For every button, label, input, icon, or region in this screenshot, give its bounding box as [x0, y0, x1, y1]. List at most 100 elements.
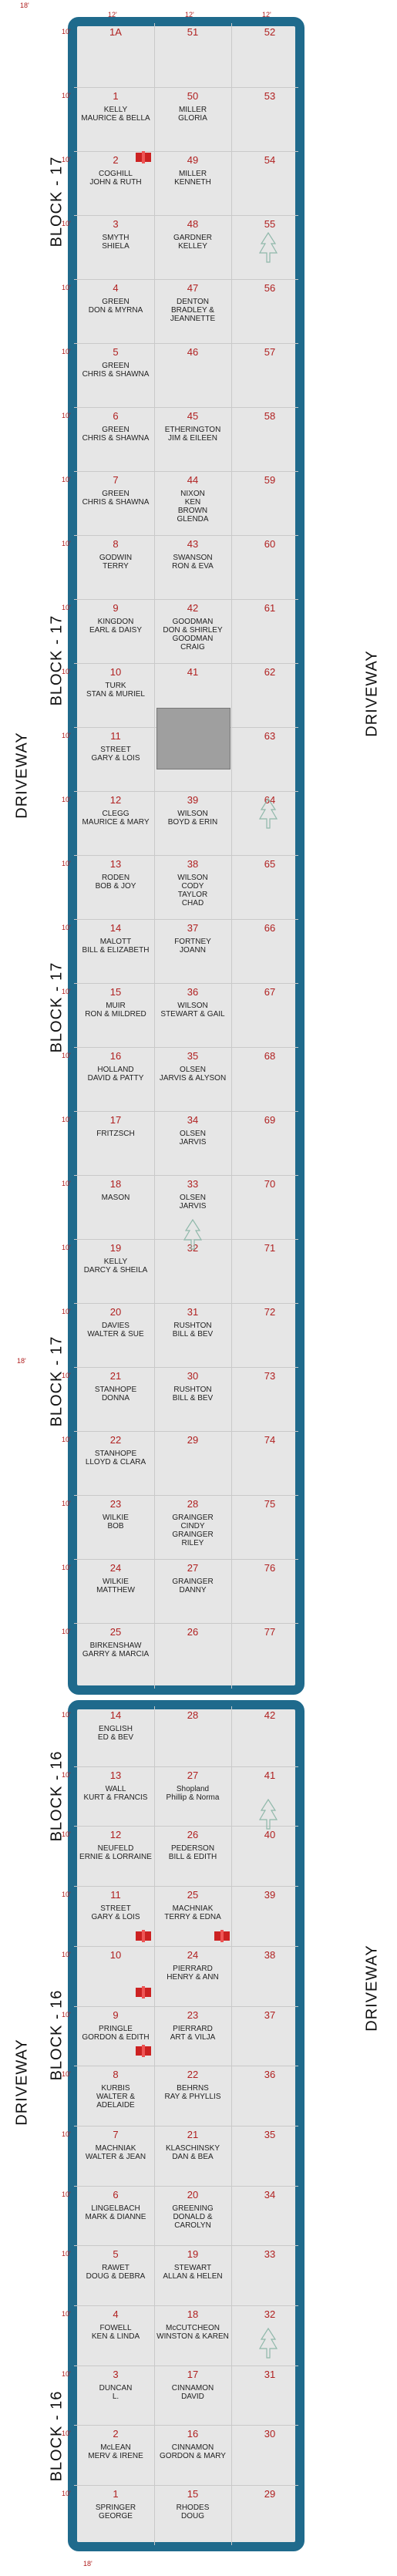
plot-number[interactable]: 1: [113, 90, 119, 102]
plot-number[interactable]: 4: [113, 282, 119, 294]
plot-number[interactable]: 70: [264, 1178, 276, 1190]
plot-number[interactable]: 30: [264, 2428, 276, 2440]
plot-number[interactable]: 57: [264, 346, 276, 358]
plot-number[interactable]: 46: [187, 346, 199, 358]
plot-number[interactable]: 38: [187, 858, 199, 870]
plot-number[interactable]: 24: [187, 1948, 199, 1961]
plot-number[interactable]: 6: [113, 410, 119, 422]
plot-number[interactable]: 39: [264, 1889, 276, 1901]
plot-number[interactable]: 39: [187, 794, 199, 806]
plot-number[interactable]: 13: [109, 858, 122, 870]
plot-number[interactable]: 36: [264, 2069, 276, 2081]
plot-number[interactable]: 29: [264, 2488, 276, 2500]
plot-number[interactable]: 8: [113, 2069, 119, 2081]
selected-plot-40[interactable]: [156, 708, 230, 769]
plot-number[interactable]: 75: [264, 1498, 276, 1510]
plot-number[interactable]: 63: [264, 730, 276, 742]
plot-number[interactable]: 16: [109, 1050, 122, 1062]
plot-number[interactable]: 59: [264, 474, 276, 486]
plot-number[interactable]: 41: [187, 666, 199, 678]
plot-number[interactable]: 71: [264, 1242, 276, 1254]
plot-number[interactable]: 17: [109, 1114, 122, 1126]
plot-number[interactable]: 3: [113, 218, 119, 230]
plot-number[interactable]: 31: [264, 2368, 276, 2380]
plot-number[interactable]: 2: [113, 154, 119, 166]
plot-number[interactable]: 27: [187, 1769, 199, 1781]
plot-number[interactable]: 43: [187, 538, 199, 550]
plot-number[interactable]: 56: [264, 282, 276, 294]
plot-number[interactable]: 6: [113, 2188, 119, 2201]
plot-number[interactable]: 42: [264, 1709, 276, 1721]
plot-number[interactable]: 41: [264, 1769, 276, 1781]
plot-number[interactable]: 76: [264, 1562, 276, 1574]
plot-number[interactable]: 34: [264, 2188, 276, 2201]
plot-number[interactable]: 23: [187, 2009, 199, 2021]
plot-number[interactable]: 20: [109, 1306, 122, 1318]
plot-number[interactable]: 21: [187, 2128, 199, 2140]
plot-number[interactable]: 27: [187, 1562, 199, 1574]
plot-number[interactable]: 14: [109, 922, 122, 934]
plot-number[interactable]: 17: [187, 2368, 199, 2380]
plot-number[interactable]: 24: [109, 1562, 122, 1574]
plot-number[interactable]: 21: [109, 1370, 122, 1382]
plot-number[interactable]: 58: [264, 410, 276, 422]
plot-number[interactable]: 49: [187, 154, 199, 166]
plot-number[interactable]: 30: [187, 1370, 199, 1382]
plot-number[interactable]: 3: [113, 2368, 119, 2380]
plot-number[interactable]: 38: [264, 1948, 276, 1961]
plot-number[interactable]: 32: [187, 1242, 199, 1254]
plot-number[interactable]: 1: [113, 2488, 119, 2500]
plot-number[interactable]: 18: [109, 1178, 122, 1190]
plot-number[interactable]: 7: [113, 474, 119, 486]
plot-number[interactable]: 37: [264, 2009, 276, 2021]
plot-number[interactable]: 53: [264, 90, 276, 102]
plot-number[interactable]: 47: [187, 282, 199, 294]
plot-number[interactable]: 35: [264, 2128, 276, 2140]
plot-number[interactable]: 22: [109, 1434, 122, 1446]
plot-number[interactable]: 42: [187, 602, 199, 614]
plot-number[interactable]: 68: [264, 1050, 276, 1062]
plot-number[interactable]: 60: [264, 538, 276, 550]
plot-number[interactable]: 15: [187, 2488, 199, 2500]
plot-number[interactable]: 72: [264, 1306, 276, 1318]
plot-number[interactable]: 25: [109, 1626, 122, 1638]
plot-number[interactable]: 28: [187, 1709, 199, 1721]
plot-number[interactable]: 73: [264, 1370, 276, 1382]
plot-number[interactable]: 23: [109, 1498, 122, 1510]
plot-number[interactable]: 64: [264, 794, 276, 806]
plot-number[interactable]: 69: [264, 1114, 276, 1126]
plot-number[interactable]: 28: [187, 1498, 199, 1510]
plot-number[interactable]: 33: [187, 1178, 199, 1190]
plot-number[interactable]: 45: [187, 410, 199, 422]
plot-number[interactable]: 13: [109, 1769, 122, 1781]
plot-number[interactable]: 55: [264, 218, 276, 230]
plot-number[interactable]: 9: [113, 602, 119, 614]
plot-number[interactable]: 11: [110, 1889, 121, 1901]
plot-number[interactable]: 74: [264, 1434, 276, 1446]
plot-number[interactable]: 19: [109, 1242, 122, 1254]
plot-number[interactable]: 40: [264, 1829, 276, 1841]
plot-number[interactable]: 12: [109, 794, 122, 806]
plot-number[interactable]: 35: [187, 1050, 199, 1062]
plot-number[interactable]: 1A: [109, 26, 122, 38]
plot-number[interactable]: 37: [187, 922, 199, 934]
plot-number[interactable]: 26: [187, 1626, 199, 1638]
plot-number[interactable]: 15: [109, 986, 122, 998]
plot-number[interactable]: 54: [264, 154, 276, 166]
plot-number[interactable]: 26: [187, 1829, 199, 1841]
plot-number[interactable]: 29: [187, 1434, 199, 1446]
plot-number[interactable]: 34: [187, 1114, 199, 1126]
plot-number[interactable]: 19: [187, 2248, 199, 2261]
plot-number[interactable]: 33: [264, 2248, 276, 2261]
plot-number[interactable]: 52: [264, 26, 276, 38]
plot-number[interactable]: 16: [187, 2428, 199, 2440]
plot-number[interactable]: 10: [109, 666, 122, 678]
plot-number[interactable]: 32: [264, 2308, 276, 2320]
plot-number[interactable]: 51: [187, 26, 199, 38]
plot-number[interactable]: 31: [187, 1306, 199, 1318]
plot-number[interactable]: 48: [187, 218, 199, 230]
plot-number[interactable]: 20: [187, 2188, 199, 2201]
plot-number[interactable]: 12: [109, 1829, 122, 1841]
plot-number[interactable]: 10: [109, 1948, 122, 1961]
plot-number[interactable]: 4: [113, 2308, 119, 2320]
